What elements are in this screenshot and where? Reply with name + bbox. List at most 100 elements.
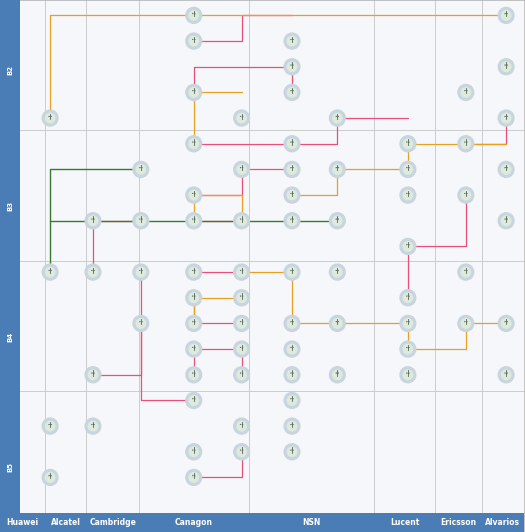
Circle shape: [400, 315, 416, 331]
Circle shape: [189, 319, 198, 328]
Circle shape: [400, 290, 416, 306]
Circle shape: [186, 213, 202, 229]
Circle shape: [234, 161, 249, 177]
Circle shape: [186, 444, 202, 460]
Circle shape: [330, 161, 345, 177]
Circle shape: [189, 344, 198, 354]
Circle shape: [133, 315, 149, 331]
Circle shape: [237, 421, 246, 431]
Circle shape: [501, 11, 511, 20]
Text: Alcatel: Alcatel: [50, 518, 80, 527]
Circle shape: [284, 367, 300, 383]
Circle shape: [403, 370, 413, 379]
Circle shape: [189, 139, 198, 148]
Circle shape: [46, 421, 55, 431]
Circle shape: [333, 164, 342, 174]
Circle shape: [287, 370, 297, 379]
Circle shape: [498, 367, 514, 383]
Circle shape: [186, 187, 202, 203]
Text: Cambridge: Cambridge: [89, 518, 136, 527]
Circle shape: [458, 264, 474, 280]
Circle shape: [46, 113, 55, 123]
Circle shape: [189, 36, 198, 46]
Circle shape: [85, 367, 101, 383]
Circle shape: [498, 110, 514, 126]
Circle shape: [133, 213, 149, 229]
Circle shape: [189, 190, 198, 200]
Circle shape: [186, 85, 202, 101]
Circle shape: [333, 370, 342, 379]
Circle shape: [330, 367, 345, 383]
Circle shape: [186, 469, 202, 485]
Circle shape: [333, 113, 342, 123]
Text: NSN: NSN: [302, 518, 321, 527]
Circle shape: [287, 344, 297, 354]
Circle shape: [498, 161, 514, 177]
Circle shape: [498, 213, 514, 229]
Circle shape: [88, 216, 98, 226]
Text: Lucent: Lucent: [390, 518, 419, 527]
Circle shape: [234, 418, 249, 434]
Circle shape: [234, 367, 249, 383]
Circle shape: [43, 110, 58, 126]
Circle shape: [186, 136, 202, 152]
Circle shape: [88, 421, 98, 431]
Circle shape: [403, 319, 413, 328]
Circle shape: [400, 238, 416, 254]
Circle shape: [136, 267, 145, 277]
Circle shape: [498, 315, 514, 331]
Circle shape: [186, 315, 202, 331]
Circle shape: [234, 290, 249, 306]
Circle shape: [458, 187, 474, 203]
Circle shape: [458, 315, 474, 331]
Text: Alvarios: Alvarios: [485, 518, 520, 527]
Text: B2: B2: [7, 65, 13, 76]
Circle shape: [458, 136, 474, 152]
Circle shape: [501, 319, 511, 328]
Circle shape: [186, 367, 202, 383]
Circle shape: [287, 421, 297, 431]
Circle shape: [85, 213, 101, 229]
Circle shape: [287, 88, 297, 97]
Circle shape: [330, 264, 345, 280]
Circle shape: [85, 418, 101, 434]
Circle shape: [333, 216, 342, 226]
Circle shape: [237, 267, 246, 277]
Circle shape: [403, 293, 413, 303]
Text: Ericsson: Ericsson: [440, 518, 476, 527]
Circle shape: [284, 33, 300, 49]
Circle shape: [284, 264, 300, 280]
Text: Huawei: Huawei: [6, 518, 38, 527]
Circle shape: [133, 161, 149, 177]
Circle shape: [189, 370, 198, 379]
Circle shape: [189, 472, 198, 482]
Circle shape: [133, 264, 149, 280]
Circle shape: [284, 136, 300, 152]
Circle shape: [284, 341, 300, 357]
Circle shape: [284, 59, 300, 74]
Bar: [0, 0, 20, 532]
Circle shape: [237, 113, 246, 123]
Circle shape: [461, 88, 470, 97]
Circle shape: [287, 62, 297, 71]
Circle shape: [287, 216, 297, 226]
Circle shape: [186, 7, 202, 23]
Circle shape: [43, 418, 58, 434]
Text: Canagon: Canagon: [175, 518, 213, 527]
Circle shape: [237, 293, 246, 303]
Circle shape: [333, 267, 342, 277]
Circle shape: [400, 367, 416, 383]
Circle shape: [461, 139, 470, 148]
Circle shape: [284, 393, 300, 409]
Circle shape: [400, 187, 416, 203]
Circle shape: [284, 213, 300, 229]
Circle shape: [501, 370, 511, 379]
Circle shape: [189, 216, 198, 226]
Circle shape: [330, 213, 345, 229]
Circle shape: [189, 88, 198, 97]
Circle shape: [287, 396, 297, 405]
Circle shape: [330, 315, 345, 331]
Circle shape: [43, 264, 58, 280]
Circle shape: [186, 341, 202, 357]
Circle shape: [189, 11, 198, 20]
